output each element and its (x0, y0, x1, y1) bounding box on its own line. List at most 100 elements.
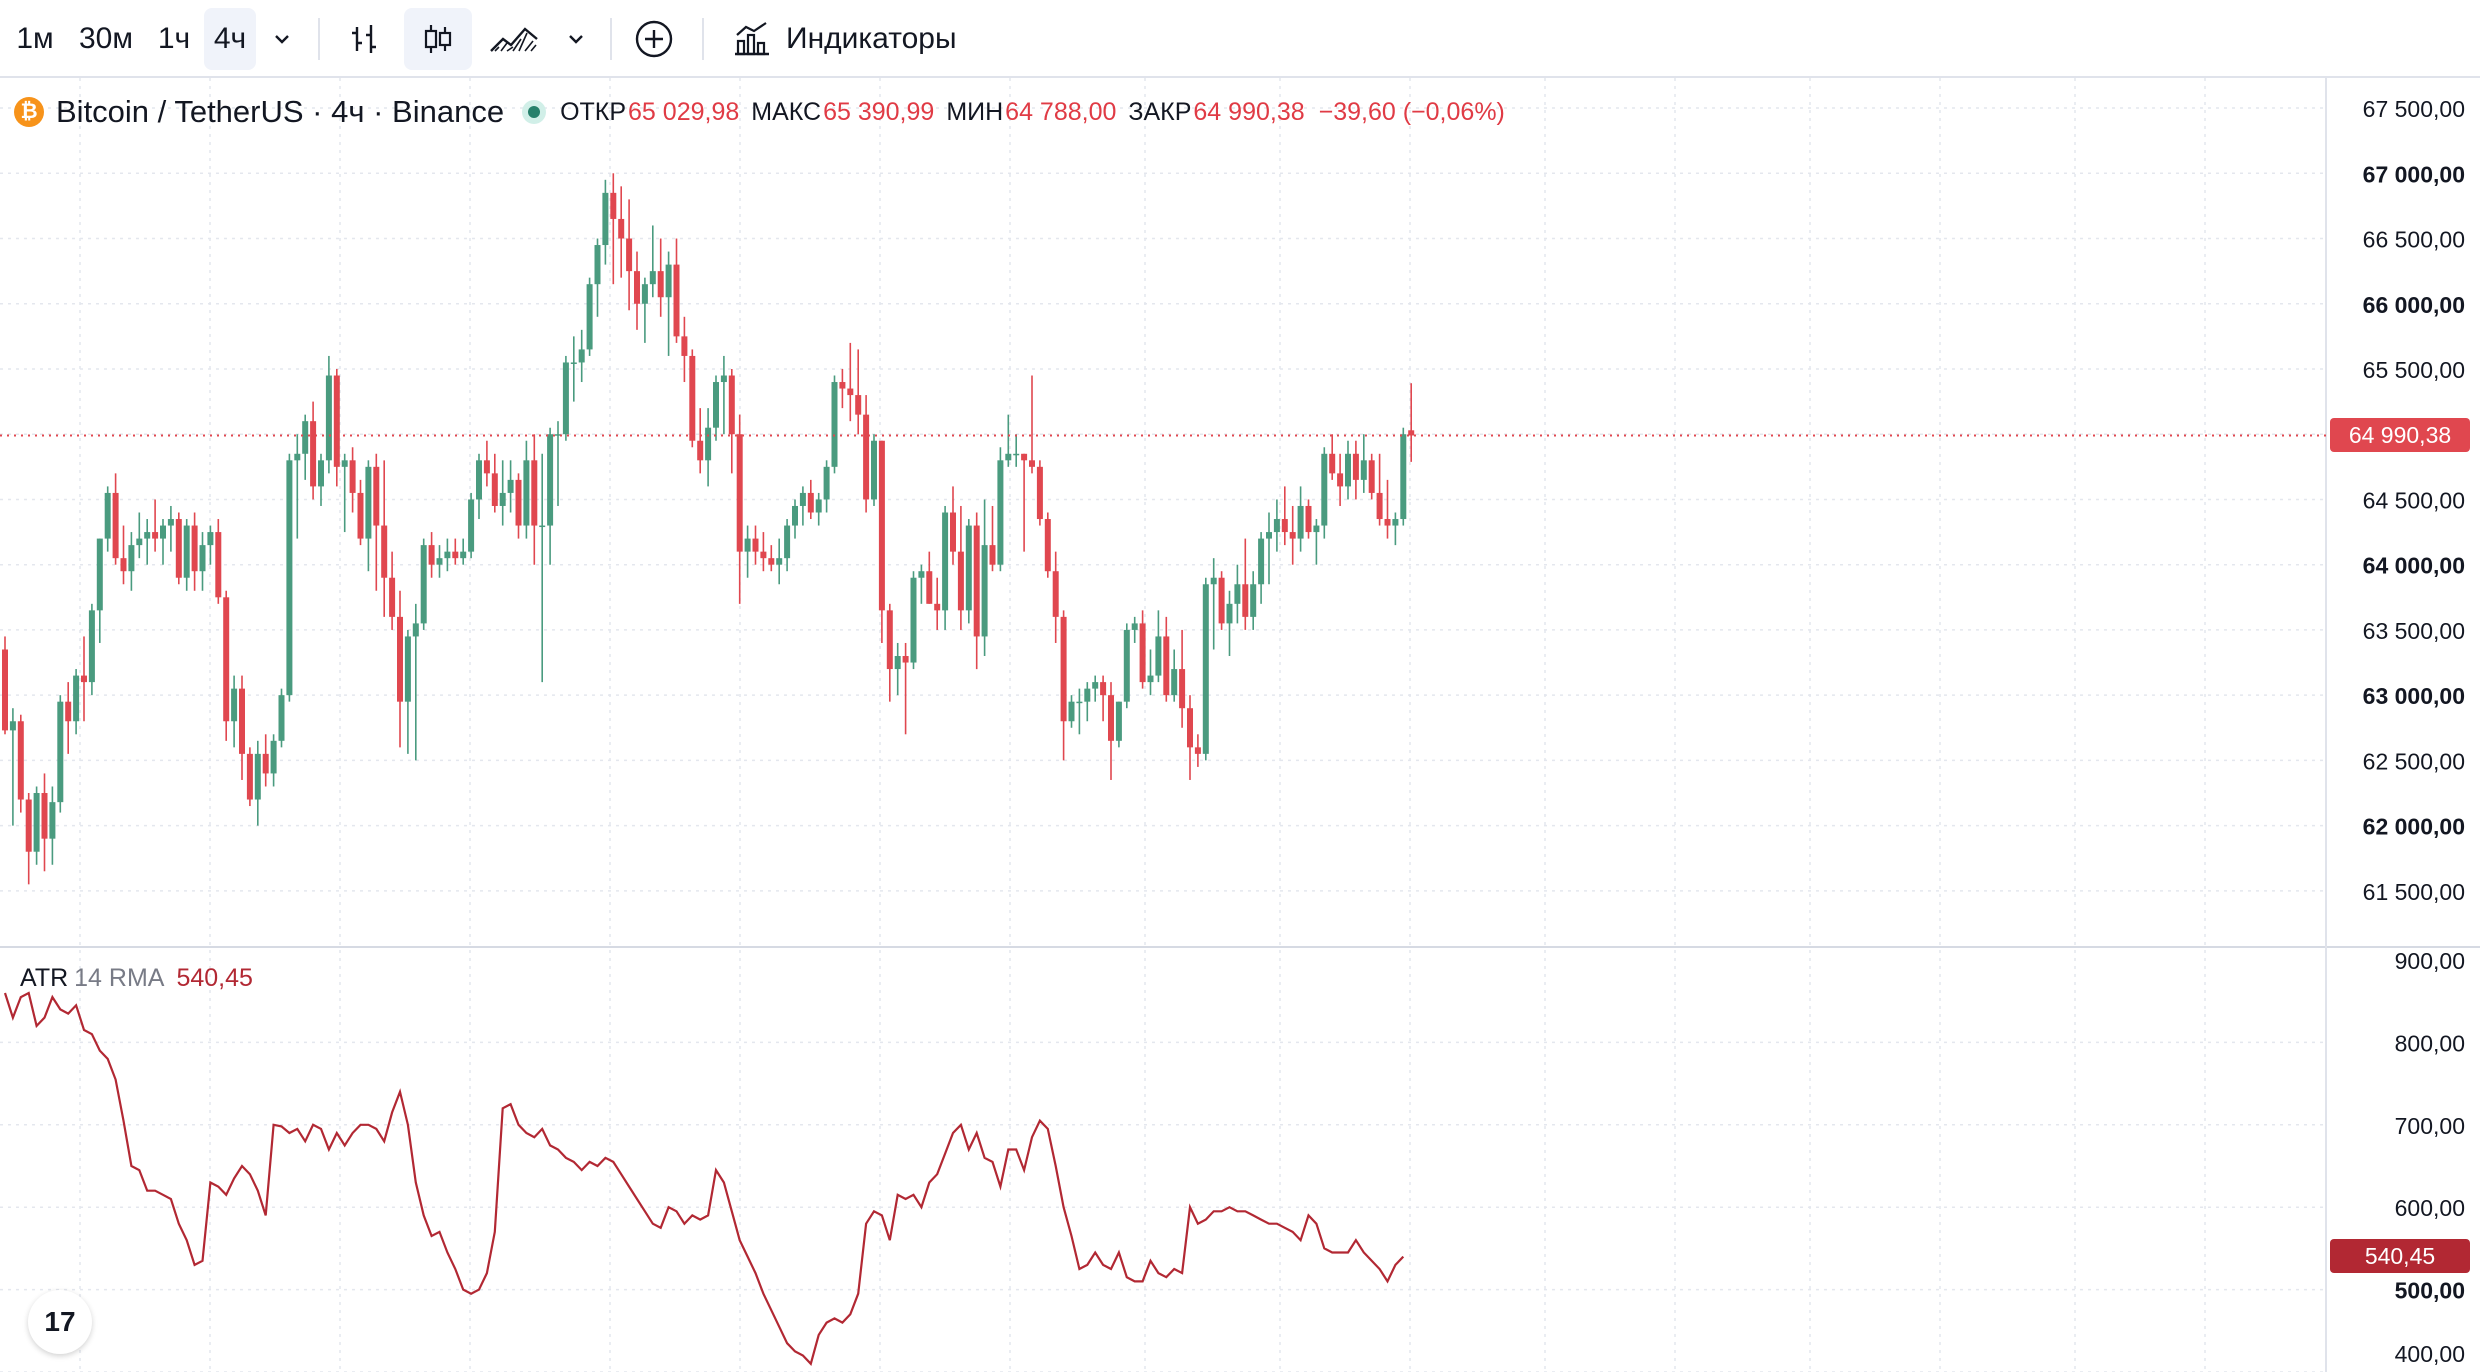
candle (468, 492, 475, 559)
candle (254, 740, 261, 826)
high-value: 65 390,99 (823, 97, 935, 126)
candle-body (128, 545, 135, 572)
candle-body (768, 558, 775, 565)
candle (602, 179, 609, 265)
candle-body (507, 479, 514, 493)
candle-body (1210, 577, 1217, 585)
interval-1h-button[interactable]: 1ч (157, 22, 191, 55)
bar-chart-type-button[interactable] (334, 8, 394, 70)
candle (1052, 551, 1059, 643)
candle-body (1281, 519, 1288, 533)
candle (25, 793, 32, 885)
candle (626, 199, 633, 311)
candle (1155, 610, 1162, 683)
candle-body (341, 460, 348, 467)
interval-30m-button[interactable]: 30м (79, 22, 133, 55)
candles-chart-type-button[interactable] (404, 8, 472, 70)
candle (1194, 734, 1201, 767)
candle-body (207, 532, 214, 546)
candle (1400, 427, 1407, 526)
candle (341, 453, 348, 533)
candle (1076, 688, 1083, 735)
candle-body (665, 264, 672, 298)
candle (144, 519, 151, 565)
candle-body (878, 440, 885, 611)
candle-body (594, 245, 601, 285)
symbol-title[interactable]: Bitcoin / TetherUS · 4ч · Binance (56, 94, 505, 129)
candle-body (1021, 453, 1028, 461)
candle-body (483, 460, 490, 474)
candle (286, 453, 293, 702)
candle (1352, 440, 1359, 500)
candle (1100, 675, 1107, 722)
candle (578, 329, 585, 383)
candle-body (626, 238, 633, 272)
candle (215, 519, 222, 604)
candle (136, 512, 143, 559)
candle (1218, 571, 1225, 630)
price-tick-label: 63 500,00 (2363, 618, 2465, 644)
top-toolbar: 1м 30м 1ч 4ч Индикаторы (0, 0, 2480, 78)
candle-body (25, 799, 32, 852)
change-value: −39,60 (−0,06%) (1318, 97, 1505, 126)
candle-body (1187, 708, 1193, 748)
interval-1m-button[interactable]: 1м (16, 22, 54, 55)
candle (1266, 512, 1272, 585)
candle-body (760, 551, 767, 559)
candle-body (262, 753, 269, 774)
candle (444, 538, 451, 572)
candle-body (1123, 629, 1130, 702)
candle-body (942, 512, 949, 611)
candle-body (1092, 682, 1099, 689)
candle (1297, 486, 1304, 552)
candle (760, 532, 767, 572)
interval-4h-button[interactable]: 4ч (204, 8, 256, 70)
low-label: МИН (946, 97, 1004, 126)
atr-axis[interactable]: 400,00 500,00 600,00 700,00 800,00 900,00 (2395, 948, 2465, 1367)
candle-body (302, 421, 309, 454)
candle-body (1321, 453, 1328, 526)
candle (262, 734, 269, 787)
candle (973, 512, 980, 670)
candle (9, 708, 16, 826)
chart-area[interactable]: 61 500,00 62 000,00 62 500,00 63 000,00 63 5… (0, 78, 2480, 1372)
candle (381, 460, 388, 617)
candle (697, 408, 704, 474)
candle (1036, 460, 1043, 526)
candle (1392, 512, 1399, 546)
candle (531, 434, 538, 565)
market-status-icon[interactable] (522, 100, 547, 124)
compare-add-button[interactable] (626, 8, 682, 70)
area-chart-type-button[interactable] (482, 8, 546, 70)
candle (357, 479, 364, 546)
candle (207, 525, 214, 565)
candle-body (1329, 453, 1336, 474)
candle-body (523, 460, 530, 526)
candle (1376, 453, 1383, 526)
chart-type-dropdown-button[interactable] (556, 8, 596, 70)
candle-body (555, 434, 561, 436)
price-axis[interactable]: 61 500,00 62 000,00 62 500,00 63 000,00 63 5… (2363, 96, 2465, 905)
candle-body (1131, 623, 1138, 630)
candle-body (460, 551, 467, 559)
candle-body (926, 571, 933, 604)
indicators-icon (735, 22, 769, 56)
candle (412, 603, 419, 761)
candle-body (776, 558, 783, 565)
candle-body (957, 551, 964, 611)
candle (989, 505, 996, 572)
tradingview-logo[interactable]: 17 (28, 1290, 92, 1354)
candle (1044, 512, 1051, 578)
candle-body (1392, 519, 1399, 526)
candle (823, 460, 830, 513)
interval-dropdown-button[interactable] (262, 8, 302, 70)
indicators-button[interactable]: Индикаторы (720, 8, 960, 70)
price-tick-label: 61 500,00 (2363, 879, 2465, 905)
candle-body (104, 492, 111, 539)
candle-body (681, 336, 688, 356)
candle (1139, 610, 1146, 689)
candle (507, 460, 514, 513)
candle-body (823, 466, 830, 500)
candle (491, 453, 498, 513)
atr-legend[interactable]: ATR 14 RMA 540,45 (20, 964, 253, 993)
